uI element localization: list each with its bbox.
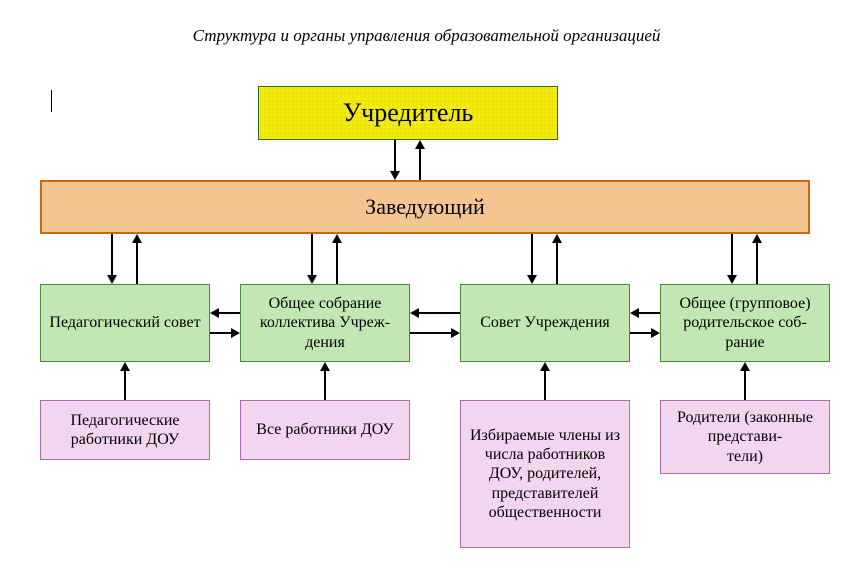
box-leaf_all: Все работники ДОУ: [240, 400, 410, 460]
arrow-v: [311, 234, 313, 284]
arrow-h: [210, 312, 240, 314]
box-founder: Учредитель: [258, 86, 558, 140]
arrow-h: [410, 332, 460, 334]
text-cursor: [51, 90, 52, 112]
box-leaf_parents: Родители (законные представи-тели): [660, 400, 830, 474]
arrow-h: [630, 332, 660, 334]
box-council_inst: Совет Учреждения: [460, 284, 630, 362]
arrow-v: [419, 140, 421, 180]
box-leaf_elected: Избираемые члены из числа работников ДОУ…: [460, 400, 630, 548]
arrow-v: [136, 234, 138, 284]
arrow-v: [544, 362, 546, 400]
arrow-v: [556, 234, 558, 284]
arrow-v: [394, 140, 396, 180]
arrow-v: [336, 234, 338, 284]
arrow-v: [756, 234, 758, 284]
diagram-title: Структура и органы управления образовате…: [0, 26, 853, 46]
box-council_parent: Общее (групповое) родительское соб-рание: [660, 284, 830, 362]
box-leaf_ped: Педагогические работники ДОУ: [40, 400, 210, 460]
arrow-v: [124, 362, 126, 400]
arrow-v: [111, 234, 113, 284]
box-council_ped: Педагогический совет: [40, 284, 210, 362]
org-chart-diagram: Структура и органы управления образовате…: [0, 0, 853, 576]
box-council_assembly: Общее собрание коллектива Учреж-дения: [240, 284, 410, 362]
arrow-v: [731, 234, 733, 284]
arrow-h: [210, 332, 240, 334]
arrow-h: [630, 312, 660, 314]
arrow-h: [410, 312, 460, 314]
arrow-v: [744, 362, 746, 400]
arrow-v: [531, 234, 533, 284]
arrow-v: [324, 362, 326, 400]
box-manager: Заведующий: [40, 180, 810, 234]
